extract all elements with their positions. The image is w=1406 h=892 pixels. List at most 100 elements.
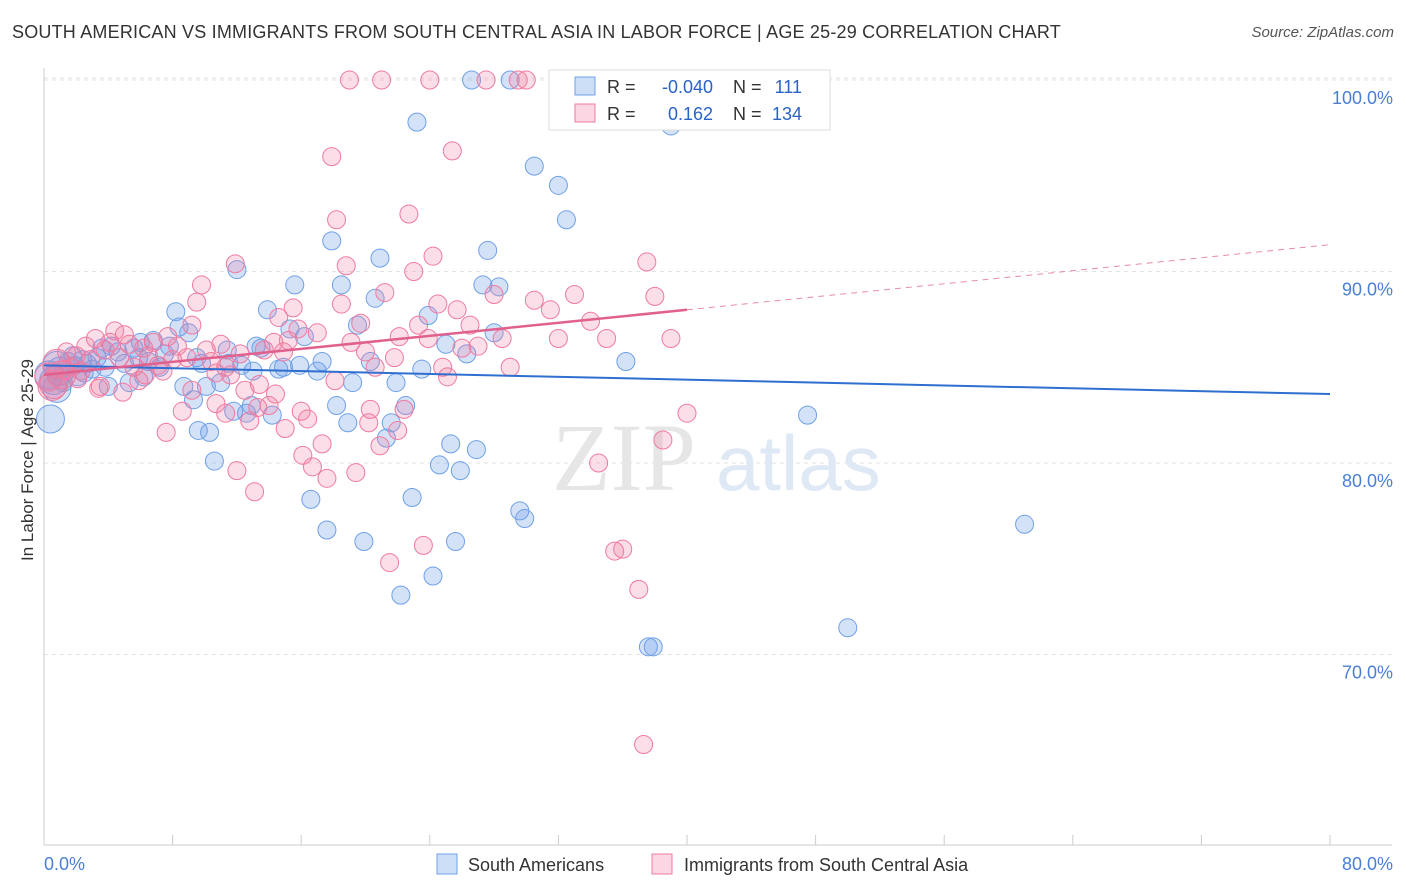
point-s1-30 xyxy=(182,315,202,335)
point-s0-82 xyxy=(450,461,470,481)
point-s0-80 xyxy=(441,434,461,454)
point-s1-41 xyxy=(235,380,255,400)
point-s1-85 xyxy=(447,300,467,320)
point-s1-117 xyxy=(291,401,311,421)
tick-labels: 70.0% 80.0% 90.0% 100.0% 0.0% 80.0% xyxy=(44,88,1393,874)
stats-n-label-1: N = xyxy=(733,77,762,97)
axes xyxy=(43,68,1392,846)
point-s0-94 xyxy=(548,175,568,195)
point-s1-14 xyxy=(105,321,125,341)
point-s0-14 xyxy=(98,376,118,396)
point-s0-79 xyxy=(436,334,456,354)
trend-line-0 xyxy=(43,364,1331,396)
point-s0-73 xyxy=(402,487,422,507)
point-s0-96 xyxy=(616,352,636,372)
point-s0-35 xyxy=(200,422,220,442)
stats-r-value-1: -0.040 xyxy=(662,77,713,97)
point-s1-79 xyxy=(418,329,438,349)
point-s0-85 xyxy=(466,440,486,460)
point-s1-112 xyxy=(372,70,392,90)
stats-box: R = -0.040 N = 111 R = 0.162 N = 134 xyxy=(548,69,831,131)
point-s1-97 xyxy=(564,284,584,304)
point-s0-74 xyxy=(407,112,427,132)
point-s1-102 xyxy=(605,541,625,561)
legend-swatch-south-americans xyxy=(436,853,458,875)
point-s0-67 xyxy=(370,248,390,268)
point-s1-93 xyxy=(508,70,528,90)
point-s1-100 xyxy=(589,453,609,473)
point-s0-61 xyxy=(338,413,358,433)
point-s1-60 xyxy=(327,210,347,230)
point-s1-77 xyxy=(409,315,429,335)
point-s0-1 xyxy=(35,404,65,434)
y-axis-label-group: In Labor Force | Age 25-29 xyxy=(18,359,37,561)
point-s1-36 xyxy=(211,334,231,354)
chart-title: SOUTH AMERICAN VS IMMIGRANTS FROM SOUTH … xyxy=(12,22,1061,42)
trend-lines xyxy=(43,244,1331,396)
point-s1-75 xyxy=(399,204,419,224)
point-s0-54 xyxy=(301,489,321,509)
point-s0-102 xyxy=(1015,514,1035,534)
point-s1-62 xyxy=(336,256,356,276)
point-s1-121 xyxy=(182,380,202,400)
point-s1-114 xyxy=(516,70,536,90)
point-s1-130 xyxy=(265,384,285,404)
point-s1-88 xyxy=(468,336,488,356)
trend-line-1-solid xyxy=(43,308,688,377)
x-tick-label-max: 80.0% xyxy=(1342,854,1393,874)
point-s0-18 xyxy=(119,373,139,393)
point-s1-4 xyxy=(57,342,77,362)
point-s1-105 xyxy=(637,252,657,272)
point-s1-17 xyxy=(119,334,139,354)
point-s1-111 xyxy=(339,70,359,90)
point-s0-75 xyxy=(412,359,432,379)
point-s1-54 xyxy=(298,409,318,429)
point-s0-71 xyxy=(391,585,411,605)
point-s1-57 xyxy=(312,434,332,454)
point-s0-93 xyxy=(524,156,544,176)
stats-n-value-2: 134 xyxy=(772,104,802,124)
point-s1-106 xyxy=(645,286,665,306)
point-s0-64 xyxy=(354,532,374,552)
point-s1-45 xyxy=(254,340,274,360)
point-s1-1 xyxy=(37,371,67,401)
point-s1-56 xyxy=(307,323,327,343)
point-s0-37 xyxy=(211,373,231,393)
point-s0-78 xyxy=(429,455,449,475)
point-s0-98 xyxy=(643,637,663,657)
point-s0-68 xyxy=(376,428,396,448)
point-s0-57 xyxy=(317,520,337,540)
point-s0-53 xyxy=(294,327,314,347)
point-s0-81 xyxy=(446,532,466,552)
point-s1-55 xyxy=(302,457,322,477)
point-s1-94 xyxy=(524,290,544,310)
point-s1-74 xyxy=(394,399,414,419)
point-s1-29 xyxy=(177,348,197,368)
point-s1-25 xyxy=(158,327,178,347)
point-s1-6 xyxy=(66,346,86,366)
stats-n-value-1: 111 xyxy=(775,77,802,97)
stats-r-value-2: 0.162 xyxy=(668,104,713,124)
point-s0-27 xyxy=(166,302,186,322)
point-s0-62 xyxy=(343,373,363,393)
x-tick-label-min: 0.0% xyxy=(44,854,85,874)
point-s1-69 xyxy=(370,436,390,456)
point-s0-92 xyxy=(515,509,535,529)
point-s1-96 xyxy=(548,329,568,349)
point-s1-118 xyxy=(359,413,379,433)
stats-swatch-blue xyxy=(574,76,596,96)
point-s1-31 xyxy=(187,292,207,312)
stats-box-frame xyxy=(548,69,831,131)
point-s0-51 xyxy=(285,275,305,295)
y-axis-label: In Labor Force | Age 25-29 xyxy=(18,359,37,561)
point-s1-113 xyxy=(420,70,440,90)
legend-label-south-americans: South Americans xyxy=(468,855,604,875)
point-s0-100 xyxy=(798,405,818,425)
point-s1-70 xyxy=(375,283,395,303)
point-s0-34 xyxy=(196,376,216,396)
point-s1-101 xyxy=(597,329,617,349)
point-s1-126 xyxy=(68,369,88,389)
point-s1-132 xyxy=(227,461,247,481)
point-s1-91 xyxy=(492,329,512,349)
